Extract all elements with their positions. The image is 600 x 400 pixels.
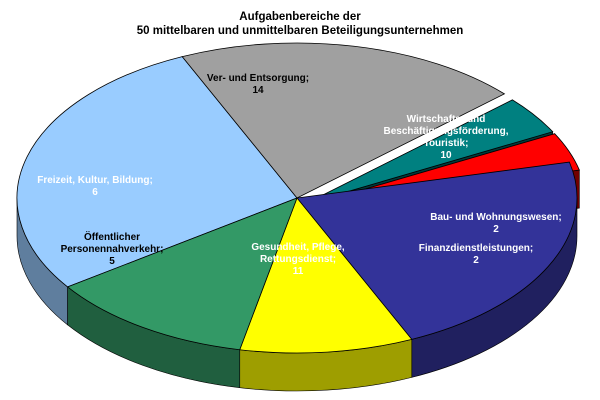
slice-value: 11 bbox=[293, 266, 304, 277]
slice-name: Personennahverkehr; bbox=[61, 244, 164, 255]
chart-title: Aufgabenbereiche der 50 mittelbaren und … bbox=[0, 10, 600, 38]
slice-name: Beschäftigungsförderung, bbox=[383, 126, 508, 137]
slice-label-7: Freizeit, Kultur, Bildung; 6 bbox=[37, 175, 153, 198]
pie-slice-5 bbox=[296, 161, 578, 340]
slice-value: 2 bbox=[493, 224, 499, 235]
slice-label-3: Bau- und Wohnungswesen; 2 bbox=[430, 212, 561, 235]
slice-label-4: Finanzdienstleistungen; 2 bbox=[419, 243, 533, 266]
slice-label-1: Ver- und Entsorgung; 14 bbox=[207, 73, 309, 96]
slice-value: 14 bbox=[252, 85, 264, 96]
slice-value: 6 bbox=[92, 187, 98, 198]
slice-label-2: Wirtschafts- und Beschäftigungsförderung,… bbox=[383, 114, 508, 161]
slice-name: Ver- und Entsorgung; bbox=[207, 73, 309, 84]
slice-value: 2 bbox=[473, 255, 479, 266]
slice-name: Finanzdienstleistungen; bbox=[419, 243, 533, 254]
slice-label-6: Öffentlicher Personennahverkehr; 5 bbox=[61, 230, 164, 267]
slice-name: Gesundheit, Pflege, bbox=[251, 242, 345, 253]
slice-name: Rettungsdienst; bbox=[260, 254, 336, 265]
pie-slice-3 bbox=[304, 99, 554, 205]
slice-name: Touristik; bbox=[424, 138, 469, 149]
pie-top bbox=[16, 42, 580, 354]
chart-title-line-2: 50 mittelbaren und unmittelbaren Beteili… bbox=[136, 25, 464, 37]
slice-name: Freizeit, Kultur, Bildung; bbox=[37, 175, 153, 186]
pie-slice-7 bbox=[66, 197, 298, 351]
pie-slice-2 bbox=[181, 42, 506, 199]
slice-value: 10 bbox=[440, 150, 452, 161]
slice-name: Öffentlicher bbox=[84, 230, 140, 243]
slice-name: Bau- und Wohnungswesen; bbox=[430, 212, 561, 223]
chart-title-line-1: Aufgabenbereiche der bbox=[239, 11, 361, 23]
slice-value: 5 bbox=[109, 256, 115, 267]
pie-slice-1 bbox=[16, 56, 298, 288]
slice-name: Wirtschafts- und bbox=[407, 114, 486, 125]
pie-labels: Ver- und Entsorgung; 14 Wirtschafts- und Be… bbox=[37, 73, 562, 277]
slice-label-5: Gesundheit, Pflege, Rettungsdienst; 11 bbox=[251, 242, 345, 277]
